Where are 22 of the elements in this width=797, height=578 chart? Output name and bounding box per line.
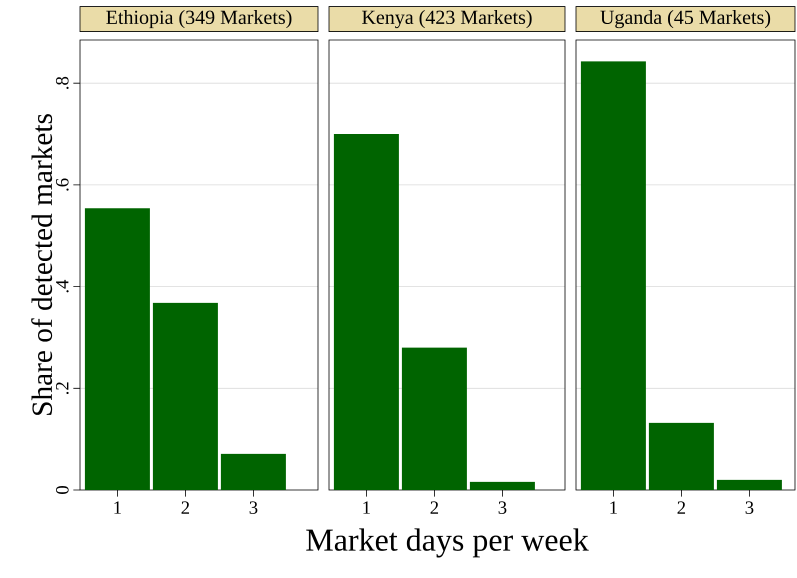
bar <box>84 208 150 490</box>
y-tick-label: .6 <box>56 178 69 191</box>
x-tick-label: 3 <box>498 501 506 514</box>
x-tick-label: 1 <box>610 501 617 514</box>
y-tick-label: .8 <box>56 76 69 89</box>
chart-title: Kenya (423 Markets) <box>362 10 532 28</box>
x-tick-label: 2 <box>182 501 190 514</box>
x-tick-label: 3 <box>746 501 754 514</box>
chart-title: Uganda (45 Markets) <box>600 10 770 28</box>
bar <box>152 302 218 490</box>
x-axis-title: Market days per week <box>306 528 589 558</box>
x-tick-label: 1 <box>114 501 121 514</box>
bar <box>220 454 286 490</box>
y-axis-title: Share of detected markets <box>31 114 52 415</box>
x-tick-label: 2 <box>678 501 686 514</box>
y-tick-label: .2 <box>56 382 69 394</box>
x-tick-label: 2 <box>430 501 438 514</box>
x-tick-label: 1 <box>363 501 370 514</box>
y-tick-label: 0 <box>56 486 69 494</box>
chart-title: Ethiopia (349 Markets) <box>106 10 292 28</box>
y-tick-label: .4 <box>56 280 69 292</box>
x-tick-label: 3 <box>250 501 258 514</box>
